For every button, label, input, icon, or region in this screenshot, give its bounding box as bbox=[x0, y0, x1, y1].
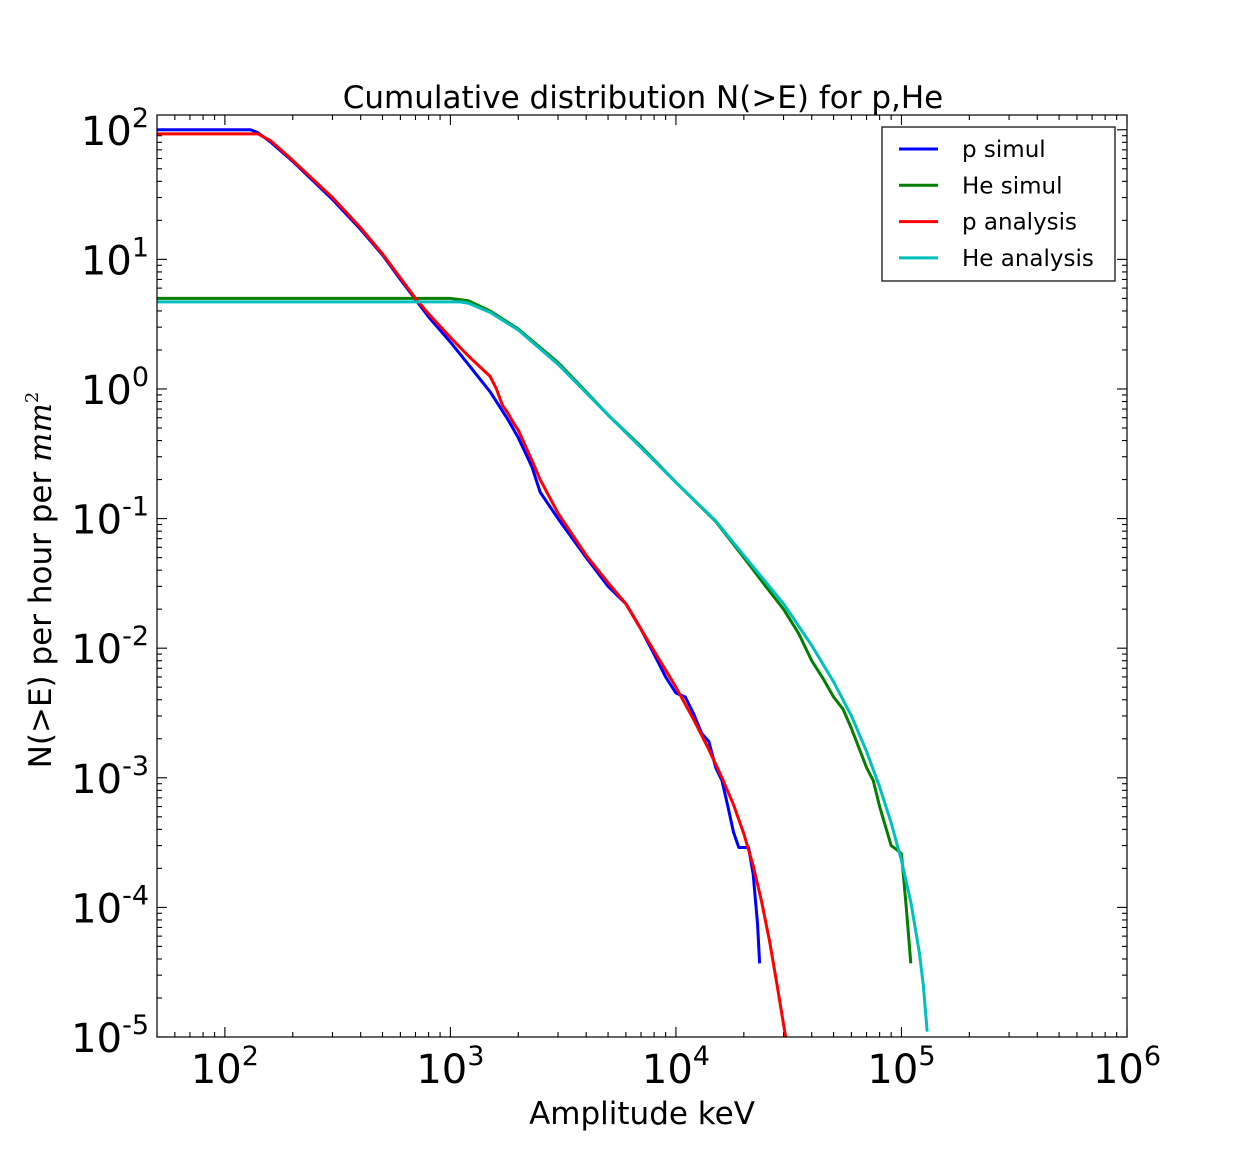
legend-label-p-analysis: p analysis bbox=[962, 210, 1077, 236]
legend-entries: p simul He simul p analysis He analysis bbox=[899, 137, 1094, 272]
y-tick-label-exponent: -1 bbox=[122, 492, 149, 523]
y-tick-label-exponent: 1 bbox=[132, 232, 149, 263]
x-tick-label-base: 10 bbox=[642, 1047, 693, 1093]
y-axis-title-text: N(>E) per hour per mm2 bbox=[22, 392, 59, 769]
y-tick-label-base: 10 bbox=[81, 368, 132, 414]
x-tick-label-exponent: 3 bbox=[467, 1041, 484, 1072]
x-tick-label-base: 10 bbox=[191, 1047, 242, 1093]
labels-layer: 102 103 104 105 10610210110010-110-210-310-4… bbox=[71, 103, 1161, 1093]
x-tick-label: 102 bbox=[191, 1041, 259, 1093]
y-tick-label-exponent: -4 bbox=[122, 880, 149, 911]
ticks-layer bbox=[156, 115, 1128, 1038]
y-tick-label: 102 bbox=[81, 103, 149, 155]
x-tick-label-exponent: 5 bbox=[918, 1041, 935, 1072]
x-tick-label-base: 10 bbox=[416, 1047, 467, 1093]
chart-title: Cumulative distribution N(>E) for p,He bbox=[343, 80, 944, 116]
y-tick-label-base: 10 bbox=[71, 886, 122, 932]
series-line-p-analysis bbox=[157, 132, 788, 1037]
y-tick-label: 10-1 bbox=[71, 492, 149, 544]
y-tick-label: 10-3 bbox=[71, 751, 149, 803]
y-tick-label-base: 10 bbox=[71, 498, 122, 544]
y-tick-label-exponent: -2 bbox=[122, 621, 149, 652]
y-tick-label-base: 10 bbox=[71, 1016, 122, 1062]
x-tick-label-base: 10 bbox=[1093, 1047, 1144, 1093]
y-axis-title-prefix: N(>E) per hour per bbox=[23, 462, 59, 768]
y-tick-label: 10-4 bbox=[71, 880, 149, 932]
x-tick-label: 103 bbox=[416, 1041, 484, 1093]
y-tick-label: 10-5 bbox=[71, 1010, 149, 1062]
x-axis-title: Amplitude keV bbox=[529, 1096, 755, 1132]
y-tick-label-exponent: -3 bbox=[122, 751, 149, 782]
legend: p simul He simul p analysis He analysis bbox=[881, 126, 1116, 282]
x-tick-label-base: 10 bbox=[867, 1047, 918, 1093]
x-tick-label-exponent: 6 bbox=[1144, 1041, 1161, 1072]
y-tick-label-exponent: -5 bbox=[122, 1010, 149, 1041]
legend-label-he-simul: He simul bbox=[962, 173, 1063, 199]
x-tick-label-exponent: 4 bbox=[693, 1041, 710, 1072]
y-tick-label: 100 bbox=[81, 362, 149, 414]
y-tick-label: 10-2 bbox=[71, 621, 149, 673]
x-tick-label: 104 bbox=[642, 1041, 710, 1093]
legend-box bbox=[881, 126, 1116, 282]
series-line-he-analysis bbox=[157, 300, 929, 1032]
y-tick-label-exponent: 0 bbox=[132, 362, 149, 393]
y-tick-label-base: 10 bbox=[71, 757, 122, 803]
plot-area-frame bbox=[156, 114, 1128, 1038]
y-tick-label-exponent: 2 bbox=[132, 103, 149, 134]
x-tick-label: 106 bbox=[1093, 1041, 1161, 1093]
x-tick-label: 105 bbox=[867, 1041, 935, 1093]
legend-label-he-analysis: He analysis bbox=[962, 246, 1094, 272]
y-tick-label: 101 bbox=[81, 232, 149, 284]
series-group bbox=[157, 128, 929, 1037]
y-axis-title: N(>E) per hour per mm2 bbox=[22, 392, 59, 769]
series-layer bbox=[157, 128, 929, 1037]
y-tick-label-base: 10 bbox=[81, 238, 132, 284]
x-tick-label-exponent: 2 bbox=[242, 1041, 259, 1072]
legend-label-p-simul: p simul bbox=[962, 137, 1046, 163]
y-axis-title-unit: mm bbox=[23, 403, 59, 462]
y-tick-label-base: 10 bbox=[81, 109, 132, 155]
y-axis-title-unit-exponent: 2 bbox=[22, 392, 43, 403]
y-tick-label-base: 10 bbox=[71, 627, 122, 673]
